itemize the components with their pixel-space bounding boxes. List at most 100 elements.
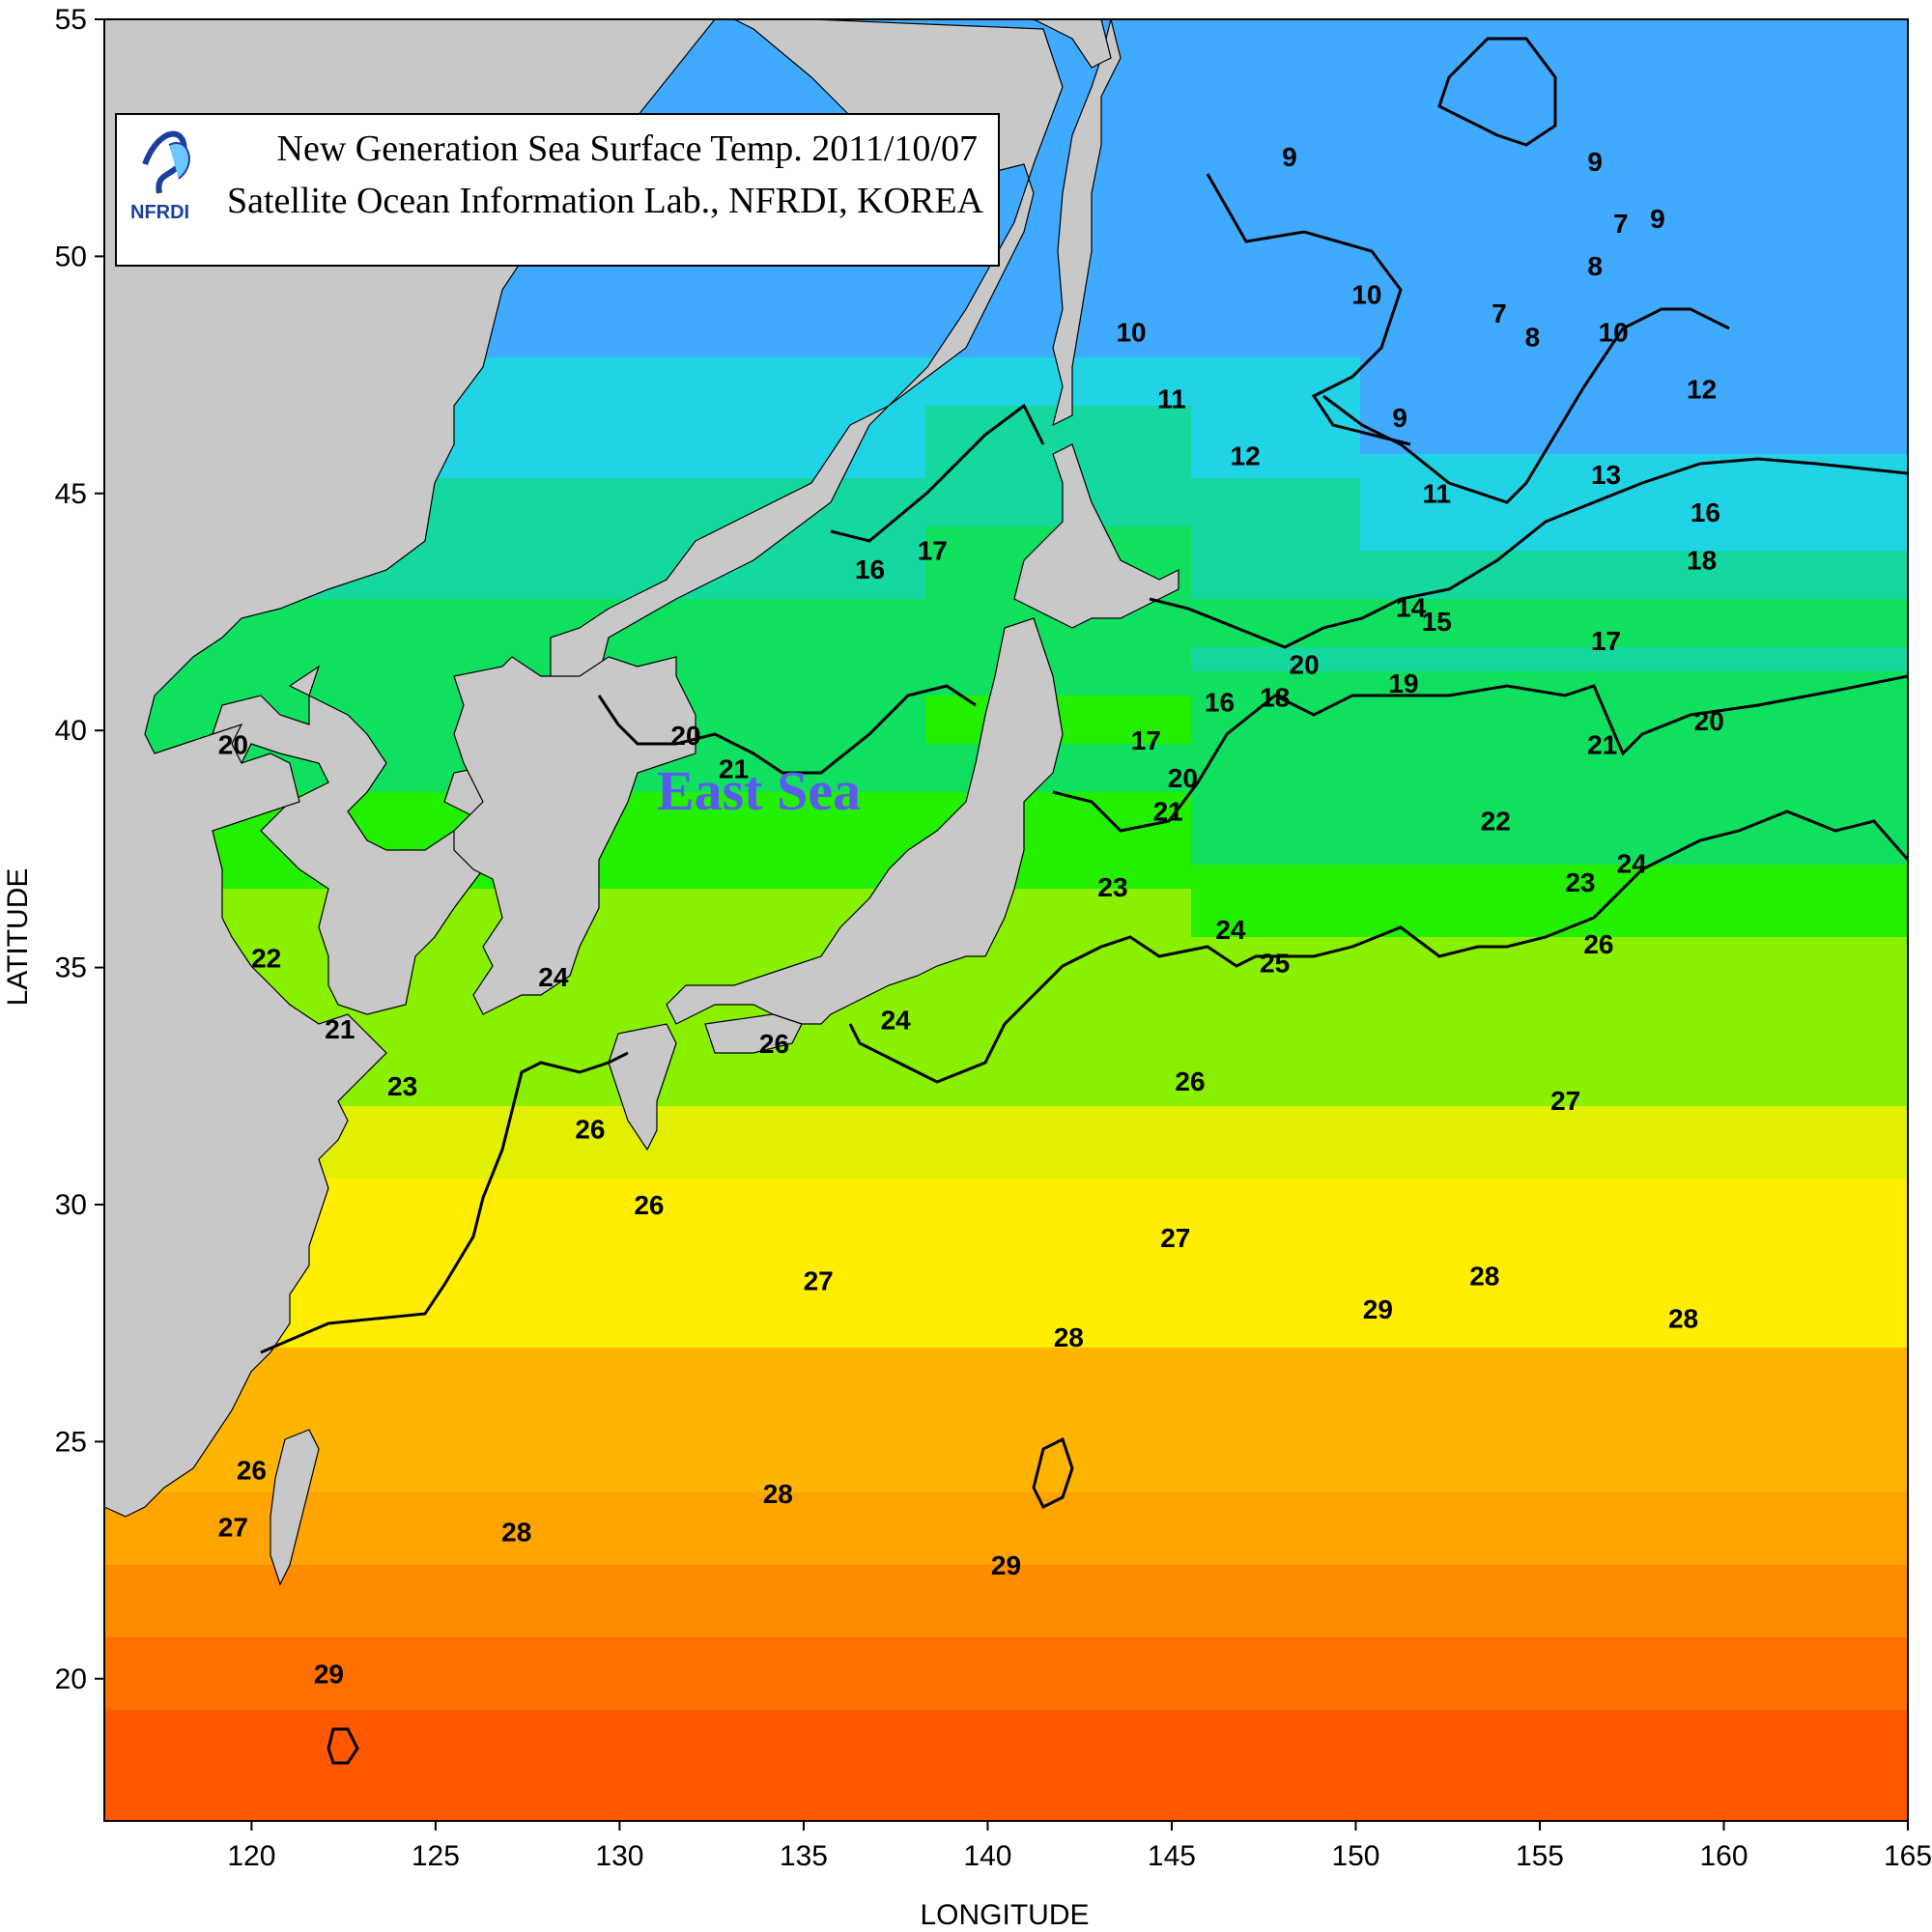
sst-cell (925, 1130, 951, 1155)
sst-cell (1505, 1565, 1530, 1590)
sst-cell (1771, 1009, 1796, 1035)
sst-cell (1553, 188, 1578, 213)
sst-cell (491, 1034, 516, 1059)
sst-cell (1288, 309, 1313, 334)
sst-cell (1553, 937, 1578, 962)
sst-cell (587, 1372, 612, 1397)
sst-cell (1094, 1179, 1120, 1204)
sst-cell (1384, 1468, 1409, 1493)
sst-cell (1795, 623, 1820, 648)
sst-cell (1433, 768, 1458, 793)
sst-cell (1239, 575, 1264, 600)
sst-cell (1264, 1444, 1289, 1469)
sst-cell (1529, 1565, 1554, 1590)
sst-cell (563, 1396, 588, 1421)
sst-cell (1288, 357, 1313, 383)
sst-cell (1698, 526, 1723, 552)
sst-cell (1119, 671, 1144, 696)
sst-cell (1433, 1227, 1458, 1252)
sst-cell (829, 1420, 854, 1445)
sst-cell (1819, 623, 1844, 648)
sst-cell (539, 333, 564, 358)
sst-cell (901, 1275, 926, 1300)
sst-cell (563, 599, 588, 624)
sst-cell (1215, 92, 1240, 117)
sst-cell (1119, 430, 1144, 455)
sst-cell (1843, 720, 1868, 745)
sst-cell (1022, 1420, 1047, 1445)
sst-cell (829, 1058, 854, 1083)
sst-cell (1288, 1589, 1313, 1614)
sst-cell (298, 1275, 323, 1300)
sst-cell (1167, 1613, 1192, 1638)
sst-cell (1481, 865, 1506, 890)
sst-cell (1312, 116, 1337, 141)
sst-cell (877, 309, 902, 334)
sst-cell (1239, 454, 1264, 479)
sst-cell (684, 1372, 709, 1397)
sst-cell (1239, 961, 1264, 986)
sst-cell (1867, 1299, 1892, 1324)
sst-cell (877, 1179, 902, 1204)
sst-cell (1553, 1227, 1578, 1252)
sst-cell (1867, 1565, 1892, 1590)
sst-cell (1674, 237, 1699, 262)
sst-cell (1384, 237, 1409, 262)
sst-cell (1408, 140, 1434, 165)
sst-cell (1288, 1082, 1313, 1107)
sst-cell (1553, 1203, 1578, 1228)
sst-cell (1119, 140, 1144, 165)
sst-cell (1191, 985, 1216, 1010)
sst-cell (1264, 1203, 1289, 1228)
sst-cell (853, 1251, 878, 1276)
sst-cell (1457, 1009, 1482, 1035)
sst-cell (1626, 1299, 1651, 1324)
sst-cell (1674, 1299, 1699, 1324)
sst-cell (1191, 92, 1216, 117)
sst-cell (660, 1251, 685, 1276)
sst-cell (1022, 1106, 1047, 1131)
sst-cell (394, 792, 419, 817)
sst-cell (322, 1323, 347, 1349)
sst-cell (1747, 357, 1772, 383)
sst-cell (442, 623, 468, 648)
sst-cell (829, 720, 854, 745)
sst-cell (1674, 285, 1699, 310)
sst-cell (1046, 1348, 1071, 1373)
sst-cell (1843, 43, 1868, 69)
sst-cell (1674, 816, 1699, 841)
sst-cell (1626, 1323, 1651, 1349)
sst-cell (877, 1372, 902, 1397)
sst-cell (1239, 816, 1264, 841)
sst-cell (901, 1348, 926, 1373)
sst-cell (708, 1613, 733, 1638)
sst-cell (1094, 816, 1120, 841)
sst-cell (805, 575, 830, 600)
sst-cell (1408, 1275, 1434, 1300)
sst-cell (708, 68, 733, 93)
sst-cell (1722, 575, 1747, 600)
sst-cell (1094, 164, 1120, 189)
sst-cell (901, 1420, 926, 1445)
sst-cell (1698, 792, 1723, 817)
sst-cell (1215, 68, 1240, 93)
sst-cell (1360, 1444, 1385, 1469)
sst-cell (1167, 430, 1192, 455)
sst-cell (1360, 454, 1385, 479)
sst-cell (1626, 164, 1651, 189)
sst-cell (1674, 1275, 1699, 1300)
sst-cell (684, 913, 709, 938)
sst-cell (1843, 1034, 1868, 1059)
sst-cell (732, 333, 757, 358)
sst-cell (1747, 68, 1772, 93)
sst-cell (1239, 1203, 1264, 1228)
sst-cell (1408, 1299, 1434, 1324)
sst-cell (1167, 357, 1192, 383)
sst-cell (1433, 478, 1458, 503)
sst-cell (515, 1565, 540, 1590)
sst-cell (805, 357, 830, 383)
sst-cell (1867, 140, 1892, 165)
sst-cell (611, 575, 637, 600)
sst-cell (853, 1492, 878, 1518)
sst-cell (418, 1492, 443, 1518)
